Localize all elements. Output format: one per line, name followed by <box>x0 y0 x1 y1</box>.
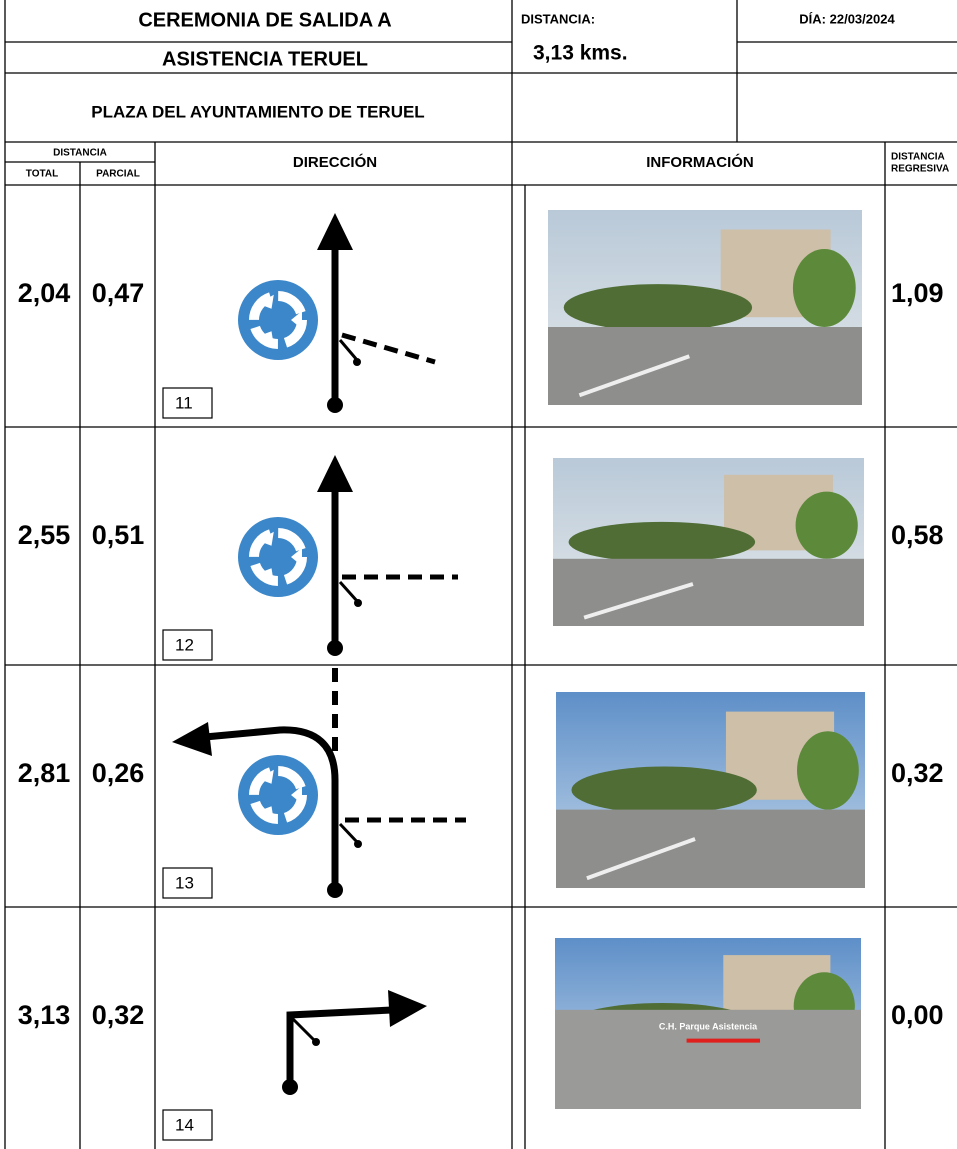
regressive-distance: 0,32 <box>891 758 944 788</box>
arrowhead <box>317 213 353 250</box>
partial-distance: 0,47 <box>92 278 145 308</box>
photo-trees <box>795 491 858 559</box>
sign-arrow <box>258 531 274 546</box>
sign-arrow <box>291 786 302 804</box>
column-header: PARCIAL <box>96 169 140 180</box>
step-number: 14 <box>175 1115 194 1134</box>
photo-marking <box>578 354 690 398</box>
title: ASISTENCIA TERUEL <box>162 48 368 70</box>
photo-trees <box>792 249 856 327</box>
date: DÍA: 22/03/2024 <box>799 11 895 26</box>
tick <box>338 822 359 844</box>
arrowhead <box>172 722 212 756</box>
photo-marking <box>586 837 696 881</box>
step-box <box>162 1109 213 1141</box>
start-dot <box>282 1079 298 1095</box>
photo <box>556 692 865 888</box>
tick <box>338 580 359 603</box>
column-header: DISTANCIA <box>891 152 945 163</box>
route <box>204 726 339 890</box>
photo-trees <box>568 521 756 563</box>
column-header: INFORMACIÓN <box>646 153 754 171</box>
total-distance: 2,55 <box>18 520 71 550</box>
sign-arrow <box>291 548 302 566</box>
photo-trees <box>571 766 757 814</box>
tick <box>290 1016 316 1042</box>
partial-distance: 0,51 <box>92 520 145 550</box>
header-grid <box>4 0 957 1149</box>
photo-road <box>553 558 864 626</box>
arrowhead <box>388 990 427 1027</box>
photo-road <box>556 809 865 888</box>
arrowhead <box>317 455 353 492</box>
photo <box>553 458 864 626</box>
partial-distance: 0,32 <box>92 1000 145 1030</box>
title: CEREMONIA DE SALIDA A <box>138 9 391 31</box>
photo-trees <box>563 284 753 331</box>
photo-caption: C.H. Parque Asistencia <box>659 1021 758 1031</box>
column-header: REGRESIVA <box>891 164 949 175</box>
location: PLAZA DEL AYUNTAMIENTO DE TERUEL <box>91 102 424 121</box>
photo: C.H. Parque Asistencia <box>555 938 861 1109</box>
tick <box>338 339 359 361</box>
step-box <box>162 387 213 419</box>
roundabout-sign <box>235 752 321 838</box>
regressive-distance: 0,00 <box>891 1000 944 1030</box>
step-number: 13 <box>175 873 194 892</box>
tick-dot <box>353 358 361 366</box>
total-distance: 3,13 <box>18 1000 71 1030</box>
tick-dot <box>312 1038 320 1046</box>
photo <box>548 210 862 405</box>
step-number: 11 <box>175 393 193 412</box>
photo-marking <box>583 582 694 620</box>
start-dot <box>327 882 343 898</box>
photo-trees <box>797 731 859 810</box>
regressive-distance: 0,58 <box>891 520 944 550</box>
step-box <box>162 629 213 661</box>
partial-distance: 0,26 <box>92 758 145 788</box>
route <box>286 1006 393 1087</box>
start-dot <box>327 397 343 413</box>
sign-arrow <box>258 769 274 784</box>
photo-plaza <box>555 1009 861 1109</box>
sign-arrow <box>258 294 274 309</box>
total-distance: 2,81 <box>18 758 71 788</box>
tick-dot <box>354 840 362 848</box>
column-header: DIRECCIÓN <box>293 153 377 171</box>
distance-value: 3,13 kms. <box>533 42 628 65</box>
tick-dot <box>354 599 362 607</box>
step-box <box>162 867 213 899</box>
roundabout-sign <box>235 514 321 600</box>
sign-arrow <box>258 331 274 346</box>
diagram <box>172 213 466 1095</box>
sign-arrow <box>258 568 274 583</box>
sign-arrow <box>291 311 302 329</box>
column-header: TOTAL <box>26 169 58 180</box>
regressive-distance: 1,09 <box>891 278 944 308</box>
photo-road <box>548 327 862 405</box>
start-dot <box>327 640 343 656</box>
column-header: DISTANCIA <box>53 148 107 159</box>
distance-label: DISTANCIA: <box>521 11 595 26</box>
side-road <box>341 332 436 365</box>
sign-arrow <box>258 806 274 821</box>
step-number: 12 <box>175 635 194 654</box>
roundabout-sign <box>235 277 321 363</box>
total-distance: 2,04 <box>18 278 71 308</box>
